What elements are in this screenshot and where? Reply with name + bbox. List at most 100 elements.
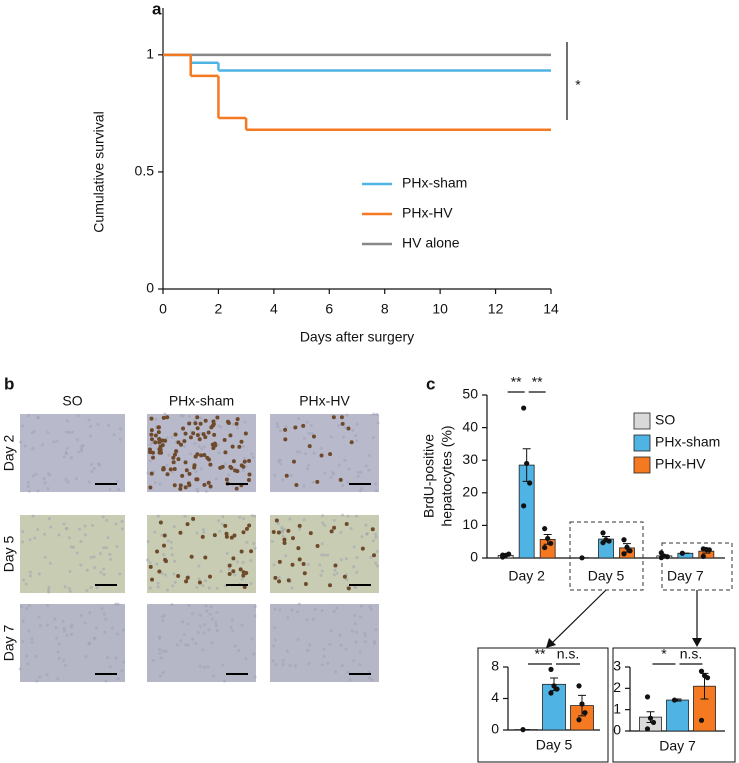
nucleus (157, 450, 162, 455)
nucleus (239, 549, 244, 554)
nucleus (215, 415, 220, 420)
texture (332, 609, 336, 613)
nucleus (150, 577, 155, 582)
texture (233, 573, 237, 577)
texture (344, 647, 348, 651)
x-tick-label: Day 5 (536, 737, 573, 753)
texture (326, 553, 330, 557)
data-point (579, 555, 585, 561)
texture (218, 529, 222, 533)
texture (120, 527, 124, 531)
texture (87, 480, 91, 484)
texture (80, 446, 84, 450)
texture (341, 513, 345, 517)
texture (194, 641, 198, 645)
texture (149, 442, 153, 446)
y-tick-label: 20 (462, 484, 478, 500)
texture (30, 640, 34, 644)
data-point (582, 710, 588, 716)
texture (208, 612, 212, 616)
texture (120, 669, 124, 673)
texture (89, 424, 93, 428)
texture (242, 444, 246, 448)
nucleus (249, 549, 254, 554)
nucleus (271, 529, 276, 534)
texture (24, 582, 28, 586)
texture (112, 433, 116, 437)
nucleus (171, 455, 176, 460)
texture (156, 585, 160, 589)
significance: n.s. (557, 646, 580, 662)
nucleus (201, 432, 206, 437)
nucleus (162, 543, 167, 548)
texture (272, 563, 276, 567)
texture (368, 604, 372, 608)
texture (334, 670, 338, 674)
texture (69, 625, 73, 629)
texture (231, 629, 235, 633)
y-tick-label: 1 (146, 46, 154, 62)
texture (354, 514, 358, 518)
texture (169, 540, 173, 544)
texture (193, 418, 197, 422)
legend-swatch (633, 412, 651, 430)
nucleus (187, 421, 192, 426)
nucleus (149, 416, 154, 421)
texture (237, 648, 241, 652)
texture (296, 610, 300, 614)
texture (372, 412, 376, 416)
texture (323, 523, 327, 527)
data-point (650, 719, 657, 726)
texture (329, 435, 333, 439)
texture (84, 655, 88, 659)
texture (326, 661, 330, 665)
data-point (576, 683, 582, 689)
texture (335, 571, 339, 575)
texture (320, 663, 324, 667)
nucleus (222, 438, 227, 443)
y-tick-label: 0.5 (135, 163, 155, 179)
texture (302, 518, 306, 522)
nucleus (195, 426, 200, 431)
texture (31, 447, 35, 451)
x-axis-label: Days after surgery (300, 329, 414, 345)
nucleus (230, 444, 235, 449)
nucleus (203, 555, 208, 560)
nucleus (301, 561, 306, 566)
texture (77, 450, 81, 454)
texture (47, 586, 51, 590)
texture (278, 608, 282, 612)
texture (365, 532, 369, 536)
texture (63, 585, 67, 589)
texture (26, 484, 30, 488)
nucleus (244, 526, 249, 531)
y-axis-label: BrdU-positive (421, 434, 437, 518)
texture (196, 630, 200, 634)
texture (298, 527, 302, 531)
texture (369, 607, 373, 611)
texture (63, 664, 67, 668)
y-tick-label: 8 (491, 658, 499, 674)
texture (79, 540, 83, 544)
texture (191, 612, 195, 616)
data-point (644, 726, 651, 732)
nucleus (224, 477, 229, 482)
nucleus (282, 537, 287, 542)
texture (159, 674, 163, 678)
texture (306, 563, 310, 567)
nucleus (223, 523, 228, 528)
texture (183, 514, 187, 518)
texture (162, 553, 166, 557)
texture (319, 446, 323, 450)
nucleus (149, 437, 154, 442)
texture (273, 626, 277, 630)
texture (311, 480, 315, 484)
zoom-box (569, 521, 644, 591)
texture (280, 525, 284, 529)
nucleus (163, 438, 168, 443)
legend-label: SO (655, 412, 675, 428)
data-point (647, 715, 654, 721)
texture (108, 552, 112, 556)
legend-label: PHx-HV (402, 205, 453, 221)
texture (166, 539, 170, 543)
